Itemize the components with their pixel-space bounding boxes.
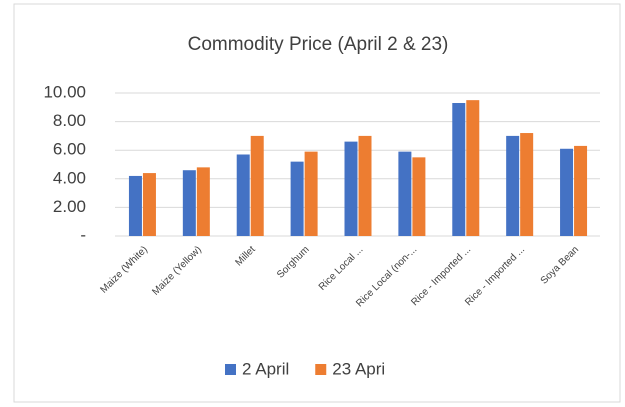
bar [574, 145, 588, 236]
bar [466, 100, 480, 237]
chart-title: Commodity Price (April 2 & 23) [188, 34, 449, 55]
bar [560, 148, 574, 236]
bar [506, 135, 520, 236]
bar [358, 135, 372, 236]
bar [398, 151, 412, 236]
legend-swatch [315, 364, 327, 375]
bar [304, 151, 318, 236]
y-tick-label: 6.00 [53, 140, 86, 159]
bar [290, 161, 304, 236]
y-tick-label: 8.00 [53, 111, 86, 130]
bar [452, 103, 466, 236]
y-tick-label: 2.00 [53, 197, 86, 216]
legend-label: 2 April [242, 359, 289, 378]
y-tick-label: 10.00 [43, 82, 86, 101]
bar [196, 167, 210, 236]
legend-swatch [225, 364, 236, 375]
bar [344, 141, 358, 236]
bar [182, 170, 196, 236]
bar [250, 135, 264, 236]
bar [142, 173, 156, 236]
y-tick-label: 4.00 [53, 168, 86, 187]
legend-label: 23 Apri [332, 359, 385, 378]
bar [520, 133, 534, 236]
bar [412, 157, 426, 236]
bar [236, 154, 250, 236]
bar [128, 175, 142, 236]
y-tick-label: - [80, 225, 86, 244]
